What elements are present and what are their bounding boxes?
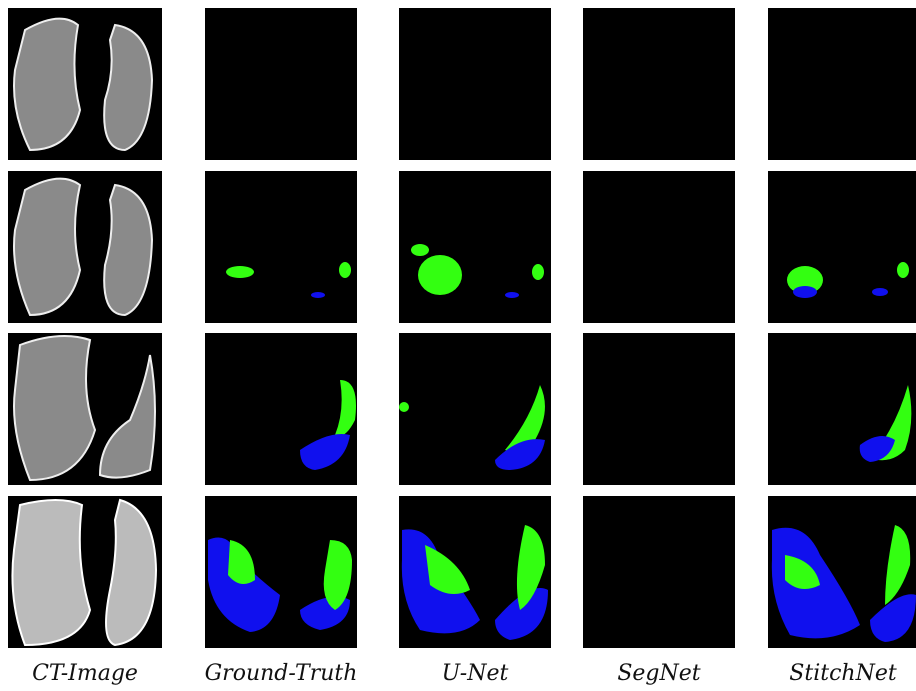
- column-label: StitchNet: [789, 661, 897, 686]
- blob: [311, 292, 325, 298]
- column-label: Ground-Truth: [205, 661, 358, 686]
- mask: [768, 333, 916, 485]
- row-1: [8, 8, 916, 160]
- lung: [12, 500, 90, 645]
- blob: [532, 264, 544, 280]
- mask: [768, 171, 916, 323]
- blob: [411, 244, 429, 256]
- blob: [399, 402, 409, 412]
- row-2: [8, 171, 916, 323]
- blob: [872, 288, 888, 296]
- lung: [14, 19, 80, 150]
- column-label: CT-Image: [32, 661, 138, 686]
- mask: [583, 8, 735, 160]
- figure: CT-Image Ground-Truth U-Net SegNet Stitc…: [0, 0, 916, 691]
- blob: [793, 286, 817, 298]
- row-3: [8, 333, 916, 485]
- blob: [897, 262, 909, 278]
- mask: [583, 333, 735, 485]
- row-4: [8, 496, 916, 648]
- mask: [205, 171, 357, 323]
- mask: [583, 171, 735, 323]
- mask: [768, 8, 916, 160]
- blob: [339, 262, 351, 278]
- mask: [205, 8, 357, 160]
- mask: [399, 8, 551, 160]
- blob: [418, 255, 462, 295]
- blob: [226, 266, 254, 278]
- lung: [14, 179, 80, 315]
- column-label: SegNet: [617, 661, 700, 686]
- blob: [505, 292, 519, 298]
- column-label: U-Net: [442, 661, 509, 686]
- mask: [583, 496, 735, 648]
